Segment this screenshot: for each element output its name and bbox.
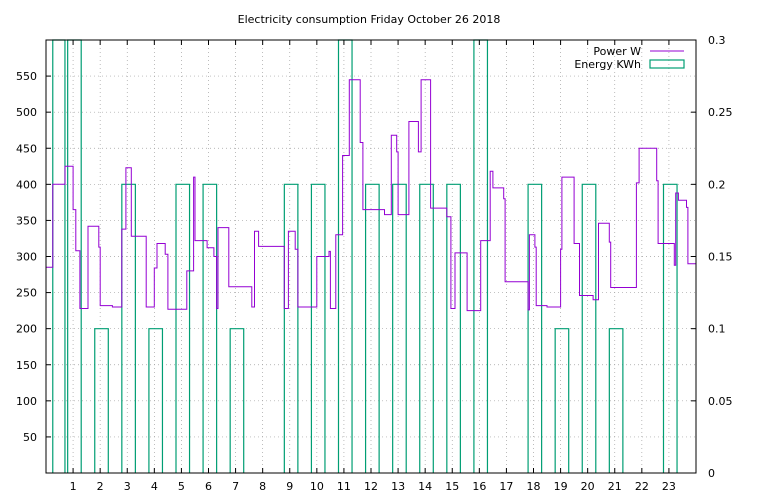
x-tick-label: 21 xyxy=(608,480,622,493)
x-tick-label: 12 xyxy=(364,480,378,493)
legend-label: Power W xyxy=(593,45,641,58)
x-tick-label: 17 xyxy=(499,480,513,493)
energy-bar xyxy=(175,183,191,473)
energy-bar xyxy=(527,183,543,473)
y2-tick-label: 0.1 xyxy=(708,323,726,336)
y-tick-label: 400 xyxy=(16,178,37,191)
x-tick-label: 9 xyxy=(286,480,293,493)
axes: 1 2 3 4 5 6 7 8 9 10 11 12 13 14 15 16 17 18 19 20 21 22 23501… xyxy=(16,34,733,493)
legend-label: Energy KWh xyxy=(574,58,641,71)
x-tick-label: 2 xyxy=(97,480,104,493)
legend-swatch-energy xyxy=(649,59,685,69)
power-line xyxy=(46,79,696,312)
energy-bar xyxy=(364,183,380,473)
x-tick-label: 19 xyxy=(554,480,568,493)
x-tick-label: 10 xyxy=(310,480,324,493)
x-tick-label: 5 xyxy=(178,480,185,493)
energy-bar xyxy=(392,183,407,473)
y-tick-label: 450 xyxy=(16,142,37,155)
energy-bar xyxy=(419,183,434,473)
energy-bar xyxy=(283,183,299,473)
chart-title: Electricity consumption Friday October 2… xyxy=(238,13,501,26)
y2-tick-label: 0.05 xyxy=(708,395,733,408)
x-tick-label: 6 xyxy=(205,480,212,493)
energy-bar xyxy=(121,183,136,473)
y-tick-label: 150 xyxy=(16,359,37,372)
power-series xyxy=(46,79,696,312)
y-tick-label: 100 xyxy=(16,395,37,408)
x-tick-label: 1 xyxy=(70,480,77,493)
y-tick-label: 50 xyxy=(23,431,37,444)
x-tick-label: 20 xyxy=(581,480,595,493)
y-tick-label: 550 xyxy=(16,70,37,83)
y-tick-label: 500 xyxy=(16,106,37,119)
energy-bar xyxy=(662,183,678,473)
x-tick-label: 16 xyxy=(472,480,486,493)
energy-bar xyxy=(446,183,461,473)
energy-bar xyxy=(581,183,597,473)
energy-bar xyxy=(608,328,624,473)
y2-tick-label: 0 xyxy=(708,467,715,480)
x-tick-label: 11 xyxy=(337,480,351,493)
y-tick-label: 250 xyxy=(16,287,37,300)
y2-tick-label: 0.2 xyxy=(708,178,726,191)
x-tick-label: 3 xyxy=(124,480,131,493)
x-tick-label: 23 xyxy=(662,480,676,493)
x-tick-label: 7 xyxy=(232,480,239,493)
x-tick-label: 8 xyxy=(259,480,266,493)
y-tick-label: 200 xyxy=(16,323,37,336)
x-tick-label: 18 xyxy=(527,480,541,493)
energy-bar xyxy=(229,328,245,473)
energy-bar xyxy=(310,183,326,473)
x-tick-label: 4 xyxy=(151,480,158,493)
energy-bar xyxy=(148,328,164,473)
energy-bar xyxy=(94,328,109,473)
y-tick-label: 300 xyxy=(16,251,37,264)
y-tick-label: 350 xyxy=(16,214,37,227)
y2-tick-label: 0.25 xyxy=(708,106,733,119)
x-tick-label: 13 xyxy=(391,480,405,493)
x-tick-label: 14 xyxy=(418,480,432,493)
y2-tick-label: 0.15 xyxy=(708,251,733,264)
grid-layer xyxy=(46,40,696,473)
x-tick-label: 22 xyxy=(635,480,649,493)
x-tick-label: 15 xyxy=(445,480,459,493)
energy-bar xyxy=(554,328,570,473)
y2-tick-label: 0.3 xyxy=(708,34,726,47)
energy-bar xyxy=(202,183,218,473)
